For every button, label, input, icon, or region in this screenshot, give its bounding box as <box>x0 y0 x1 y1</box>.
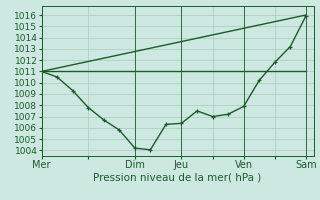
X-axis label: Pression niveau de la mer( hPa ): Pression niveau de la mer( hPa ) <box>93 173 262 183</box>
